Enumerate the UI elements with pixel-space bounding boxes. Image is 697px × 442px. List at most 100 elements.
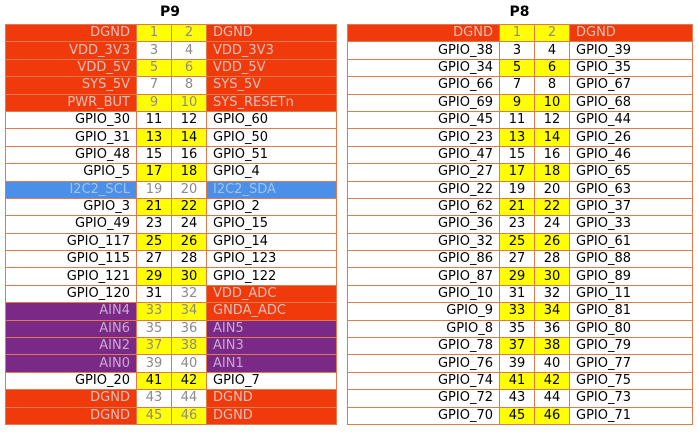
p9-pin-name-right: VDD_5V — [206, 58, 337, 78]
p8-pin-number-even: 14 — [534, 128, 570, 147]
p8-pin-table: DGND 1 2 DGND GPIO_38 3 4 GPIO_39 GPIO_34 5 6 GPIO_… — [347, 23, 693, 425]
p9-pin-name-left: VDD_3V3 — [5, 41, 137, 60]
p8-pin-name-right: GPIO_46 — [569, 145, 693, 165]
p9-pin-number-even: 4 — [171, 41, 207, 60]
p9-pin-number-even: 20 — [171, 180, 207, 199]
p8-pin-number-odd: 5 — [499, 58, 535, 78]
p9-pin-row: GPIO_31 13 14 GPIO_50 — [5, 128, 337, 147]
p9-pin-name-right: GPIO_122 — [206, 267, 337, 286]
p9-pin-number-even: 40 — [171, 354, 207, 373]
p8-pin-row: GPIO_74 41 42 GPIO_75 — [347, 371, 693, 391]
p8-pin-name-left: GPIO_10 — [347, 284, 500, 304]
p8-pin-row: GPIO_23 13 14 GPIO_26 — [347, 128, 693, 147]
p8-pin-number-even: 40 — [534, 354, 570, 373]
p8-pin-name-right: GPIO_61 — [569, 232, 693, 252]
p8-pin-number-odd: 35 — [499, 319, 535, 339]
p9-pin-row: DGND 43 44 DGND — [5, 389, 337, 408]
p8-pin-name-right: GPIO_80 — [569, 319, 693, 339]
p9-pin-number-odd: 29 — [136, 267, 172, 286]
p8-pin-name-right: GPIO_65 — [569, 163, 693, 182]
p8-pin-name-left: GPIO_86 — [347, 250, 500, 269]
p9-pin-row: GPIO_30 11 12 GPIO_60 — [5, 110, 337, 130]
p8-pin-number-odd: 45 — [499, 406, 535, 425]
p8-pin-name-left: DGND — [347, 23, 500, 43]
p8-pin-name-left: GPIO_62 — [347, 197, 500, 217]
p9-pin-row: I2C2_SCL 19 20 I2C2_SDA — [5, 180, 337, 199]
p8-pin-number-odd: 11 — [499, 110, 535, 130]
p8-pin-number-even: 12 — [534, 110, 570, 130]
p9-pin-number-odd: 19 — [136, 180, 172, 199]
p8-pin-name-right: GPIO_67 — [569, 76, 693, 95]
p9-pin-number-odd: 17 — [136, 163, 172, 182]
p9-pin-number-even: 34 — [171, 302, 207, 321]
p8-pin-number-even: 20 — [534, 180, 570, 199]
p9-pin-name-left: DGND — [5, 23, 137, 43]
p8-pin-row: GPIO_86 27 28 GPIO_88 — [347, 250, 693, 269]
p9-pin-name-right: I2C2_SDA — [206, 180, 337, 199]
p8-pin-row: GPIO_8 35 36 GPIO_80 — [347, 319, 693, 339]
p9-pin-number-even: 2 — [171, 23, 207, 43]
p8-header-title: P8 — [509, 4, 530, 20]
p8-pin-row: GPIO_78 37 38 GPIO_79 — [347, 337, 693, 356]
p8-pin-name-left: GPIO_78 — [347, 337, 500, 356]
p9-pin-name-left: DGND — [5, 406, 137, 425]
p9-pin-name-right: AIN1 — [206, 354, 337, 373]
p8-pin-name-right: GPIO_88 — [569, 250, 693, 269]
p8-pin-name-left: GPIO_87 — [347, 267, 500, 286]
p8-pin-name-right: DGND — [569, 23, 693, 43]
p9-pin-name-right: GPIO_60 — [206, 110, 337, 130]
p8-pin-number-even: 10 — [534, 93, 570, 112]
p9-pin-number-even: 24 — [171, 215, 207, 234]
p9-pin-row: SYS_5V 7 8 SYS_5V — [5, 76, 337, 95]
p9-pin-row: PWR_BUT 9 10 SYS_RESETn — [5, 93, 337, 112]
p8-pin-number-odd: 1 — [499, 23, 535, 43]
p9-pin-number-even: 44 — [171, 389, 207, 408]
p8-pin-name-left: GPIO_8 — [347, 319, 500, 339]
p9-pin-number-even: 36 — [171, 319, 207, 339]
p8-pin-name-right: GPIO_37 — [569, 197, 693, 217]
p9-pin-row: DGND 45 46 DGND — [5, 406, 337, 425]
p8-pin-row: GPIO_27 17 18 GPIO_65 — [347, 163, 693, 182]
p9-pin-name-right: DGND — [206, 389, 337, 408]
p9-pin-name-left: GPIO_31 — [5, 128, 137, 147]
p8-pin-number-odd: 37 — [499, 337, 535, 356]
p9-pin-name-right: GPIO_7 — [206, 371, 337, 391]
p8-pin-name-left: GPIO_34 — [347, 58, 500, 78]
p9-pin-name-right: DGND — [206, 23, 337, 43]
p9-pin-row: GPIO_115 27 28 GPIO_123 — [5, 250, 337, 269]
p9-pin-number-odd: 35 — [136, 319, 172, 339]
p9-pin-row: AIN4 33 34 GNDA_ADC — [5, 302, 337, 321]
p8-pin-name-left: GPIO_70 — [347, 406, 500, 425]
p9-pin-number-odd: 15 — [136, 145, 172, 165]
p8-pin-row: GPIO_62 21 22 GPIO_37 — [347, 197, 693, 217]
p8-pin-name-right: GPIO_81 — [569, 302, 693, 321]
p8-pin-name-right: GPIO_26 — [569, 128, 693, 147]
p8-pin-name-right: GPIO_44 — [569, 110, 693, 130]
p8-pin-number-odd: 15 — [499, 145, 535, 165]
p8-pin-number-even: 26 — [534, 232, 570, 252]
p8-pin-row: GPIO_70 45 46 GPIO_71 — [347, 406, 693, 425]
p8-pin-name-left: GPIO_32 — [347, 232, 500, 252]
p9-pin-name-right: DGND — [206, 406, 337, 425]
p8-pin-name-right: GPIO_63 — [569, 180, 693, 199]
p9-pin-number-even: 16 — [171, 145, 207, 165]
p9-pin-number-even: 8 — [171, 76, 207, 95]
p8-pin-row: GPIO_22 19 20 GPIO_63 — [347, 180, 693, 199]
p8-pin-number-even: 46 — [534, 406, 570, 425]
p8-pin-name-right: GPIO_75 — [569, 371, 693, 391]
p8-pin-name-right: GPIO_11 — [569, 284, 693, 304]
p9-pin-number-odd: 39 — [136, 354, 172, 373]
p9-pin-number-even: 26 — [171, 232, 207, 252]
p9-pin-name-right: GPIO_14 — [206, 232, 337, 252]
p9-pin-row: GPIO_117 25 26 GPIO_14 — [5, 232, 337, 252]
p8-pin-row: GPIO_9 33 34 GPIO_81 — [347, 302, 693, 321]
p9-pin-name-right: SYS_5V — [206, 76, 337, 95]
p8-pin-number-odd: 25 — [499, 232, 535, 252]
p8-pin-name-left: GPIO_45 — [347, 110, 500, 130]
p8-pin-number-odd: 43 — [499, 389, 535, 408]
p8-pin-number-even: 8 — [534, 76, 570, 95]
p8-pin-number-even: 32 — [534, 284, 570, 304]
p9-pin-number-even: 6 — [171, 58, 207, 78]
p9-pin-number-even: 12 — [171, 110, 207, 130]
p9-pin-number-odd: 3 — [136, 41, 172, 60]
